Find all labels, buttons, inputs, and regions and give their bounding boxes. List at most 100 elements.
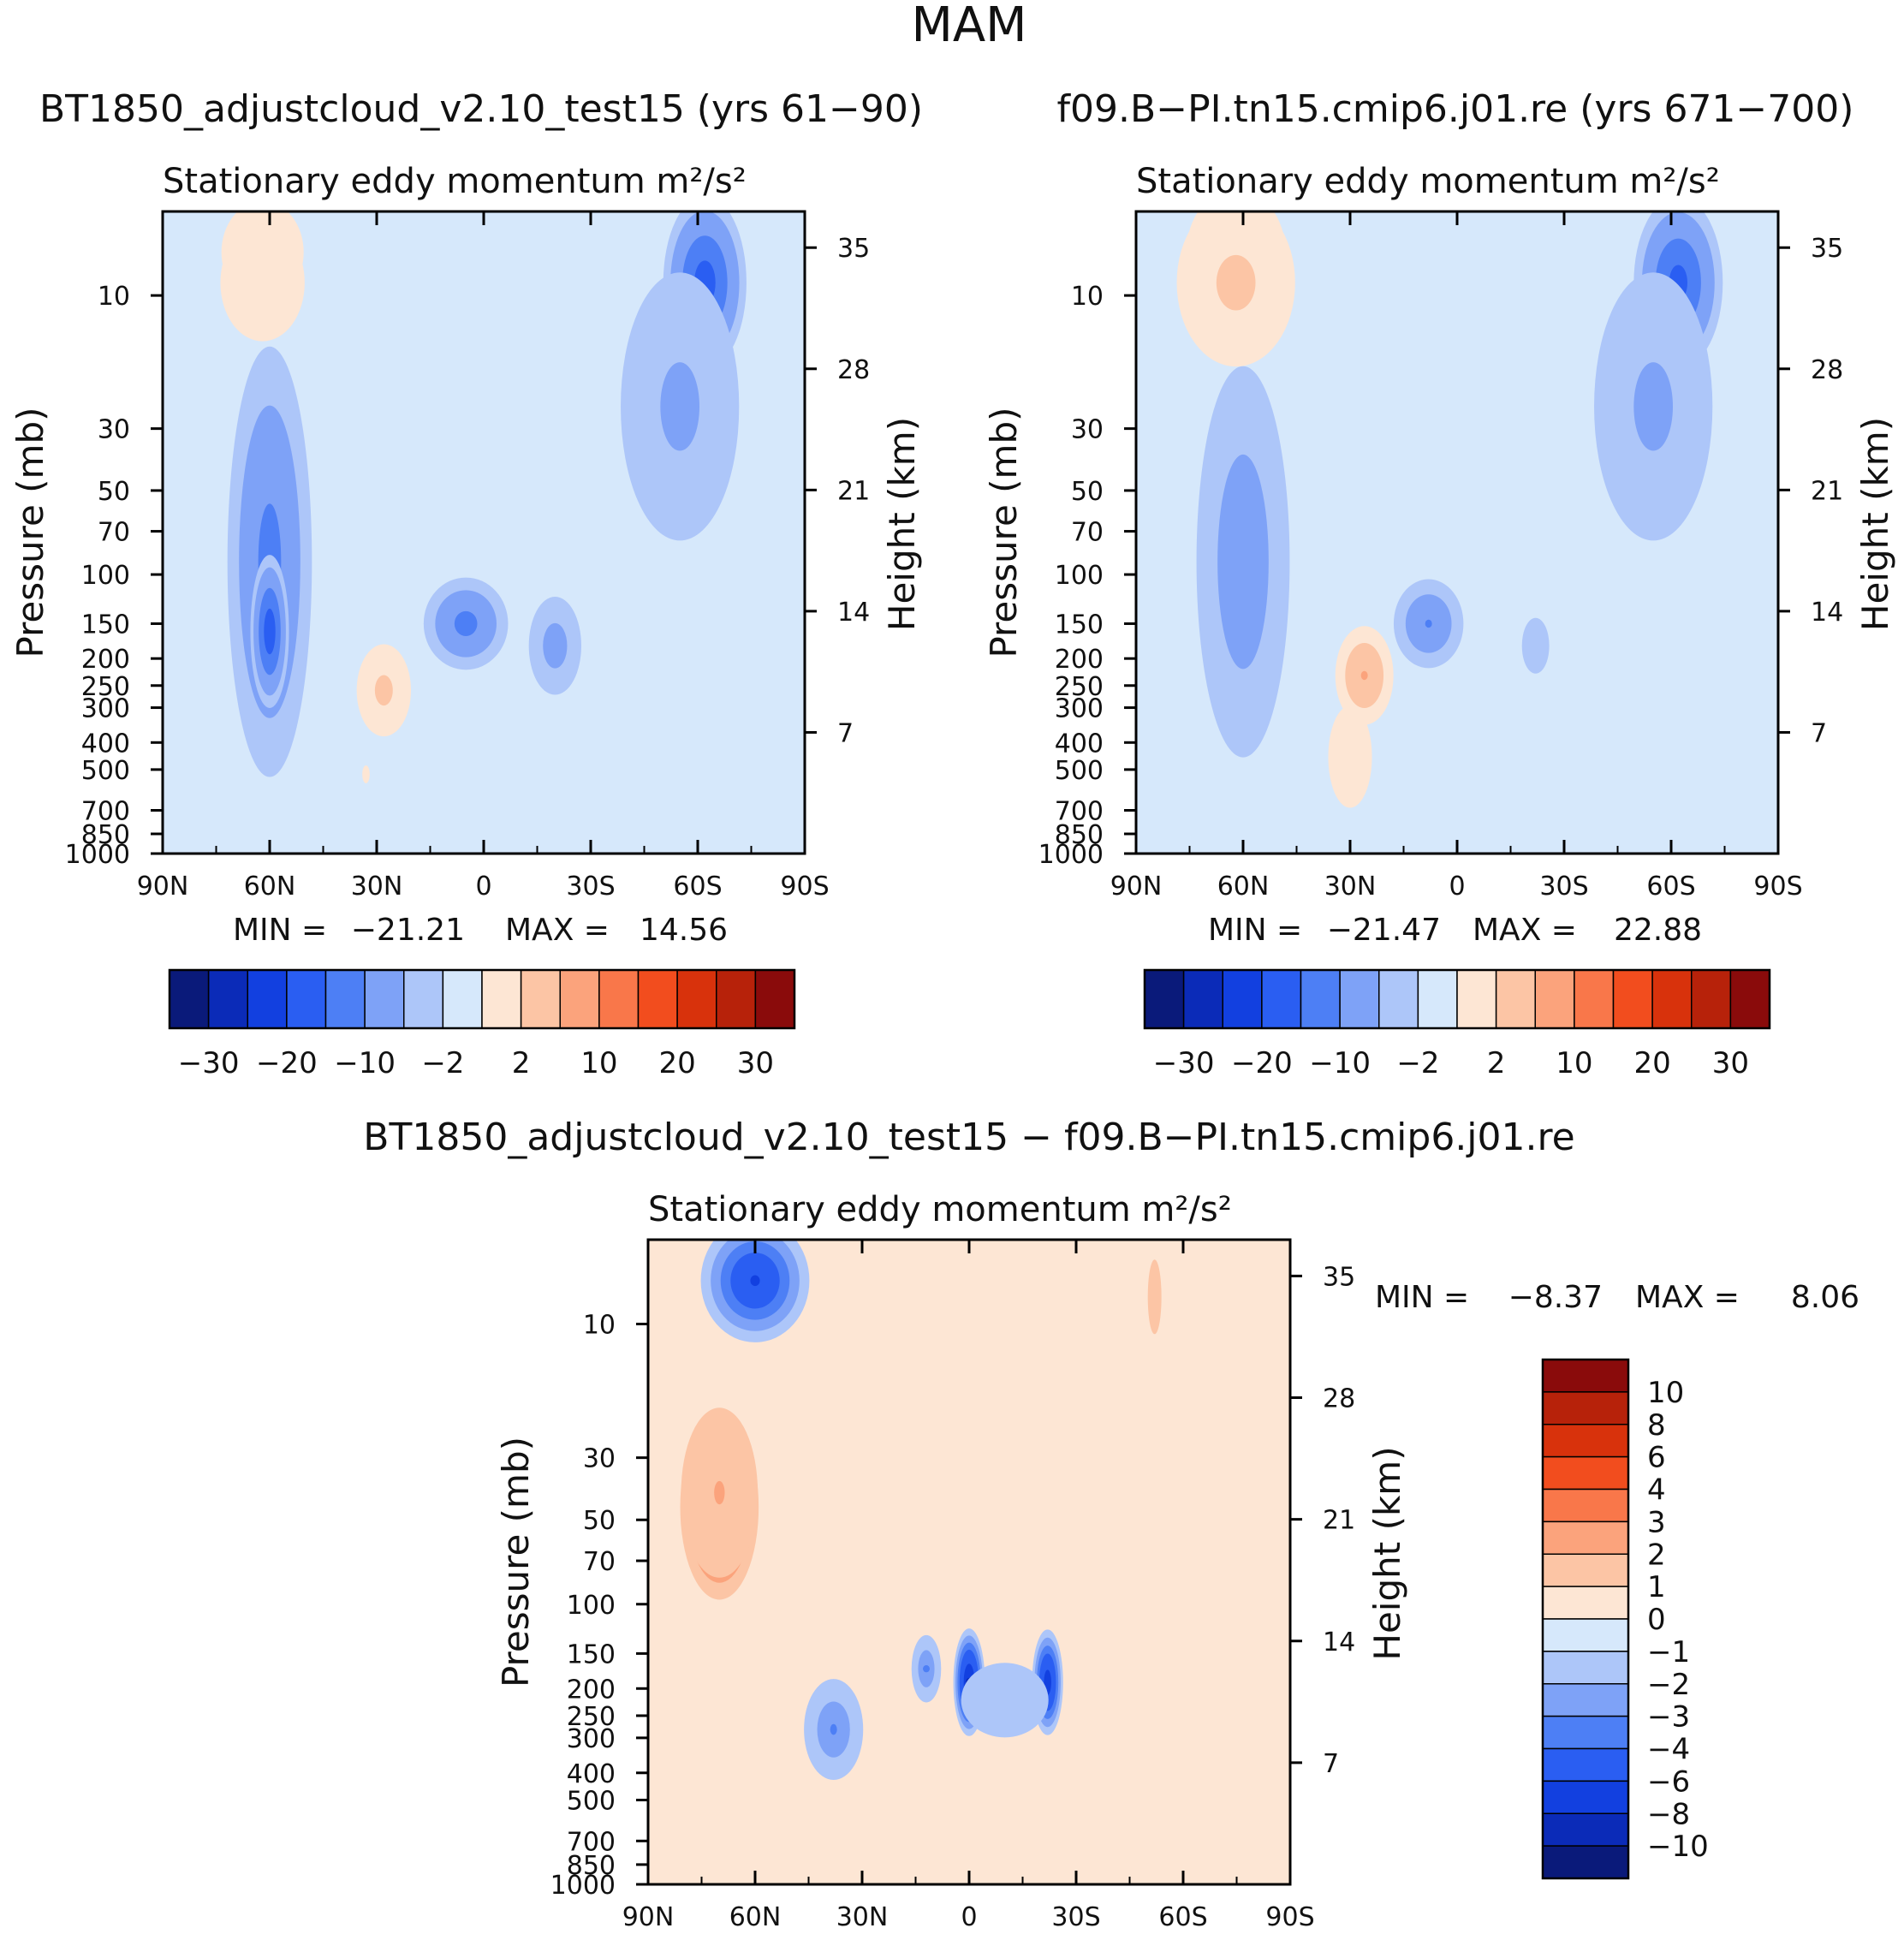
colorbar-label: −20: [1231, 1046, 1293, 1080]
colorbar-frame: [168, 968, 796, 1030]
colorbar-label: 0: [1647, 1603, 1666, 1637]
colorbar-box: [1542, 1651, 1629, 1685]
colorbar-label: −4: [1647, 1733, 1690, 1767]
colorbar-label: 10: [1556, 1046, 1592, 1080]
colorbar-label: 8: [1647, 1408, 1666, 1443]
y-tick-label: 300: [81, 694, 130, 724]
y-right-tick-label: 28: [837, 355, 870, 385]
colorbar-box: [1534, 969, 1575, 1029]
y-right-tick-label: 28: [1811, 355, 1843, 385]
contour-case1-5-1: [362, 765, 370, 783]
x-tick-label: 30N: [351, 872, 403, 902]
colorbar-label: 2: [1647, 1538, 1666, 1572]
colorbar-label: 3: [1647, 1505, 1666, 1539]
y-right-tick-label: 35: [1811, 234, 1843, 264]
colorbar-box: [520, 969, 561, 1029]
x-tick-label: 90S: [780, 872, 829, 902]
max-label: MAX =: [1635, 1280, 1740, 1315]
x-tick-label: 90S: [1753, 872, 1802, 902]
colorbar-box: [207, 969, 248, 1029]
x-tick-label: 60N: [244, 872, 296, 902]
colorbar-box: [481, 969, 522, 1029]
colorbar-label: 20: [1633, 1046, 1670, 1080]
y-right-tick-label: 14: [1323, 1628, 1355, 1657]
y-tick-label: 100: [567, 1591, 616, 1621]
y-tick-label: 30: [583, 1444, 616, 1474]
y-tick-label: 400: [1055, 729, 1104, 759]
colorbar-label: −2: [1396, 1046, 1439, 1080]
contour-fills: [220, 211, 747, 783]
colorbar-label: 2: [1487, 1046, 1506, 1080]
min-value: −8.37: [1508, 1280, 1603, 1315]
y-tick-label: 700: [567, 1827, 616, 1857]
colorbar-box: [1542, 1359, 1629, 1393]
colorbar-box: [637, 969, 678, 1029]
panel-difference: BT1850_adjustcloud_v2.10_test15 − f09.B−…: [363, 1116, 1859, 1932]
min-value: −21.21: [351, 913, 465, 948]
contour-case1-6-3: [454, 610, 478, 637]
colorbar-box: [1691, 969, 1732, 1029]
y-tick-label: 850: [81, 820, 130, 850]
contour-case2-6-3: [1425, 619, 1432, 628]
panel-title: BT1850_adjustcloud_v2.10_test15 − f09.B−…: [363, 1116, 1574, 1159]
colorbar-box: [1542, 1780, 1629, 1814]
y-axis-label: Pressure (mb): [983, 407, 1025, 658]
min-label: MIN =: [233, 913, 327, 948]
contour-diff-3-3: [830, 1723, 837, 1735]
variable-title: Stationary eddy momentum m²/s²: [163, 162, 747, 201]
x-tick-label: 30S: [566, 872, 615, 902]
figure-title: MAM: [912, 0, 1027, 53]
x-tick-label: 90N: [622, 1902, 675, 1932]
panel-title: BT1850_adjustcloud_v2.10_test15 (yrs 61−…: [39, 87, 923, 131]
contour-case2-9-2: [1633, 362, 1674, 451]
colorbar-box: [286, 969, 327, 1029]
colorbar-label: 2: [512, 1046, 531, 1080]
colorbar-label: 20: [658, 1046, 695, 1080]
contour-case2-3-2: [1217, 454, 1269, 669]
colorbar-box: [676, 969, 717, 1029]
colorbar-box: [1542, 1812, 1629, 1847]
contour-case1-9-2: [660, 362, 700, 451]
y-tick-label: 150: [1055, 610, 1104, 640]
colorbar-box: [1574, 969, 1615, 1029]
y-tick-label: 100: [1055, 561, 1104, 591]
contour-case1-7-2: [543, 622, 568, 669]
x-tick-label: 30S: [1539, 872, 1588, 902]
colorbar-box: [754, 969, 795, 1029]
colorbar-label: 6: [1647, 1441, 1666, 1475]
x-tick-label: 60S: [673, 872, 722, 902]
max-value: 14.56: [640, 913, 728, 948]
x-tick-label: 90N: [137, 872, 189, 902]
colorbar-box: [247, 969, 288, 1029]
y-tick-label: 700: [1055, 797, 1104, 827]
min-label: MIN =: [1375, 1280, 1469, 1315]
contour-fills: [1176, 211, 1723, 808]
colorbar-label: −30: [178, 1046, 240, 1080]
colorbar-box: [364, 969, 405, 1029]
y-tick-label: 150: [567, 1639, 616, 1669]
colorbar-label: 10: [1647, 1376, 1684, 1410]
x-tick-label: 30S: [1051, 1902, 1100, 1932]
y-right-tick-label: 7: [837, 718, 854, 748]
colorbar-box: [1261, 969, 1302, 1029]
y-tick-label: 50: [1071, 477, 1104, 507]
y-right-axis-label: Height (km): [1854, 417, 1896, 631]
colorbar-label: −10: [1309, 1046, 1371, 1080]
x-tick-label: 90N: [1110, 872, 1163, 902]
contour-case2-4-3: [1360, 670, 1368, 681]
colorbar-box: [442, 969, 483, 1029]
contour-case2-7-1: [1521, 617, 1550, 674]
colorbar-box: [1542, 1845, 1629, 1879]
contour-case1-1-1: [220, 223, 305, 342]
colorbar-frame: [1143, 968, 1771, 1030]
colorbar-box: [403, 969, 444, 1029]
colorbar: −30 −20 −10 −2 2 10 20 30: [1143, 968, 1771, 1080]
y-right-tick-label: 35: [1323, 1262, 1355, 1292]
colorbar-box: [598, 969, 640, 1029]
y-right-tick-label: 35: [837, 234, 870, 264]
min-label: MIN =: [1208, 913, 1302, 948]
contour-diff-0-5: [750, 1275, 760, 1287]
x-tick-label: 60S: [1158, 1902, 1207, 1932]
y-tick-label: 300: [567, 1724, 616, 1754]
min-value: −21.47: [1327, 913, 1441, 948]
